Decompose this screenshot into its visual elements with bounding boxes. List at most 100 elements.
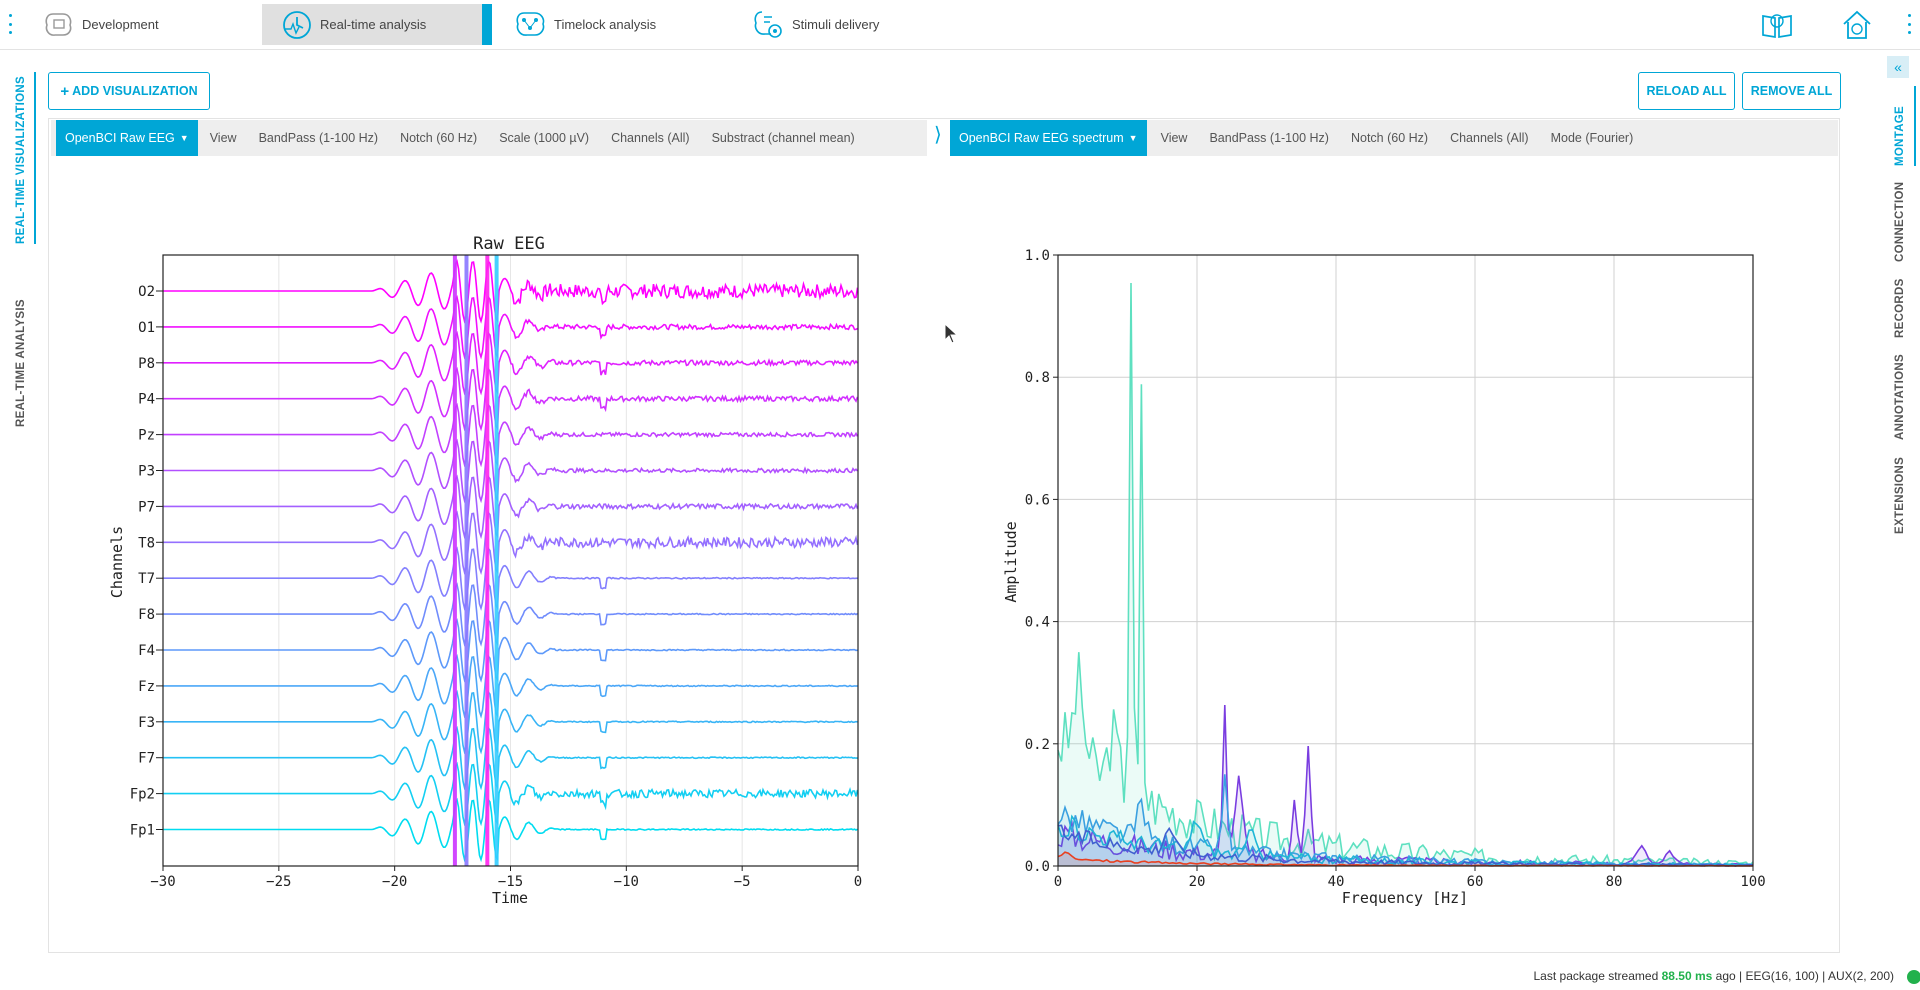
raw-eeg-chart-title: Raw EEG xyxy=(473,234,545,254)
spectrum-x-tick-label: 0 xyxy=(1054,874,1062,890)
spectrum-channels-menu[interactable]: Channels (All) xyxy=(1450,131,1529,145)
spectrum-area xyxy=(1058,283,1753,866)
tab-annotations[interactable]: ANNOTATIONS xyxy=(1894,354,1906,440)
status-suffix: ago | EEG(16, 100) | AUX(2, 200) xyxy=(1715,969,1894,983)
remove-all-button[interactable]: REMOVE ALL xyxy=(1742,72,1841,110)
left-menu-handle-icon[interactable] xyxy=(9,14,13,34)
channel-label: T7 xyxy=(138,571,155,587)
channel-label: O2 xyxy=(138,284,155,300)
connection-status-indicator xyxy=(1907,970,1920,984)
spectrum-trace xyxy=(1057,824,1754,867)
channel-label: F4 xyxy=(138,643,155,659)
raw-eeg-bandpass-menu[interactable]: BandPass (1-100 Hz) xyxy=(258,131,379,145)
eeg-trace xyxy=(163,510,859,576)
status-latency: 88.50 ms xyxy=(1661,969,1713,983)
home-icon[interactable] xyxy=(1840,8,1874,42)
channel-label: P8 xyxy=(138,356,155,372)
double-chevron-left-icon: « xyxy=(1894,59,1902,75)
development-icon xyxy=(42,8,76,42)
channel-label: Fp1 xyxy=(130,823,155,839)
tab-development[interactable]: Development xyxy=(20,4,250,45)
spectrum-mode-menu[interactable]: Mode (Fourier) xyxy=(1550,131,1634,145)
eeg-trace xyxy=(163,761,859,827)
eeg-trace xyxy=(163,582,858,647)
spectrum-trace xyxy=(1057,704,1754,867)
raw-eeg-x-tick-label: −20 xyxy=(382,874,407,890)
spectrum-y-axis-label: Amplitude xyxy=(1002,521,1020,602)
tab-timelock-analysis[interactable]: Timelock analysis xyxy=(492,4,732,45)
raw-eeg-x-tick-label: −30 xyxy=(150,874,175,890)
raw-eeg-notch-menu[interactable]: Notch (60 Hz) xyxy=(400,131,478,145)
spectrum-toolbar: OpenBCI Raw EEG spectrum ▼ View BandPass… xyxy=(950,120,1838,156)
spectrum-x-tick-label: 40 xyxy=(1328,874,1345,890)
eeg-trace xyxy=(163,402,859,468)
raw-eeg-x-tick-label: 0 xyxy=(854,874,862,890)
spectrum-source-label: OpenBCI Raw EEG spectrum xyxy=(959,131,1124,145)
mouse-cursor-icon xyxy=(944,323,959,344)
spectrum-y-tick-label: 0.2 xyxy=(1025,737,1050,753)
eeg-trace xyxy=(163,689,858,755)
eeg-trace xyxy=(163,474,859,540)
status-prefix: Last package streamed xyxy=(1533,969,1659,983)
channel-label: P3 xyxy=(138,464,155,480)
raw-eeg-source-select[interactable]: OpenBCI Raw EEG ▼ xyxy=(56,120,198,156)
visualizations-panel xyxy=(48,118,1840,953)
tab-real-time-analysis[interactable]: Real-time analysis xyxy=(262,4,482,45)
right-tab-active-indicator xyxy=(1914,86,1916,166)
documentation-icon[interactable] xyxy=(1760,8,1794,42)
channel-label: F7 xyxy=(138,751,155,767)
raw-eeg-channels-menu[interactable]: Channels (All) xyxy=(611,131,690,145)
tab-timelock-analysis-label: Timelock analysis xyxy=(554,17,657,32)
spectrum-notch-menu[interactable]: Notch (60 Hz) xyxy=(1350,131,1429,145)
raw-eeg-scale-menu[interactable]: Scale (1000 µV) xyxy=(499,131,590,145)
channel-label: Fp2 xyxy=(130,787,155,803)
spectrum-bandpass-menu[interactable]: BandPass (1-100 Hz) xyxy=(1209,131,1329,145)
eeg-spectrum-chart: Frequency [Hz] Amplitude 0 20 40 60 80 100 0.0… xyxy=(1002,248,1766,907)
channel-label: Pz xyxy=(138,428,155,444)
tab-extensions[interactable]: EXTENSIONS xyxy=(1894,456,1906,534)
real-time-analysis-icon xyxy=(280,8,314,42)
eeg-trace xyxy=(163,438,859,504)
spectrum-y-tick-label: 0.4 xyxy=(1025,615,1050,631)
panel-splitter-icon[interactable]: ⟩ xyxy=(934,124,942,146)
caret-down-icon: ▼ xyxy=(1128,133,1138,143)
channel-label: O1 xyxy=(138,320,155,336)
tab-records[interactable]: RECORDS xyxy=(1894,278,1906,338)
raw-eeg-view-menu[interactable]: View xyxy=(209,131,237,145)
eeg-trace xyxy=(163,725,858,791)
spectrum-x-tick-label: 20 xyxy=(1189,874,1206,890)
eeg-trace xyxy=(163,797,858,863)
reload-all-button[interactable]: RELOAD ALL xyxy=(1638,72,1735,110)
tab-montage[interactable]: MONTAGE xyxy=(1894,105,1906,166)
tab-stimuli-delivery[interactable]: Stimuli delivery xyxy=(732,4,952,45)
timelock-analysis-icon xyxy=(514,8,548,42)
tab-stimuli-delivery-label: Stimuli delivery xyxy=(792,17,880,32)
raw-eeg-chart: Raw EEG Time Channels O2 O1 P8 P4 Pz P3 P7 T8 T7… xyxy=(108,234,862,907)
spectrum-source-select[interactable]: OpenBCI Raw EEG spectrum ▼ xyxy=(950,120,1147,156)
spectrum-y-tick-label: 0.6 xyxy=(1025,492,1050,508)
active-tab-marker xyxy=(482,4,492,45)
raw-eeg-x-axis-label: Time xyxy=(492,889,528,907)
channel-label: P7 xyxy=(138,499,155,515)
raw-eeg-substract-menu[interactable]: Substract (channel mean) xyxy=(711,131,855,145)
left-sidebar: REAL-TIME VISUALIZATIONS REAL-TIME ANALY… xyxy=(0,50,38,960)
tab-development-label: Development xyxy=(82,17,159,32)
caret-down-icon: ▼ xyxy=(179,133,189,143)
raw-eeg-x-tick-label: −10 xyxy=(614,874,639,890)
add-visualization-button[interactable]: + ADD VISUALIZATION xyxy=(48,72,210,110)
spectrum-area xyxy=(1058,852,1753,866)
channel-label: T8 xyxy=(138,535,155,551)
eeg-trace xyxy=(163,366,859,432)
eeg-trace xyxy=(163,295,858,360)
right-menu-handle-icon[interactable] xyxy=(1908,14,1912,34)
channel-label: F8 xyxy=(138,607,155,623)
raw-eeg-y-axis-label: Channels xyxy=(108,526,126,598)
tab-connection[interactable]: CONNECTION xyxy=(1894,181,1906,262)
raw-eeg-x-tick-label: −5 xyxy=(734,874,751,890)
collapse-sidebar-button[interactable]: « xyxy=(1887,56,1909,78)
add-visualization-label: ADD VISUALIZATION xyxy=(72,84,198,98)
spectrum-x-axis-label: Frequency [Hz] xyxy=(1342,889,1468,907)
spectrum-view-menu[interactable]: View xyxy=(1160,131,1188,145)
status-text: Last package streamed 88.50 ms ago | EEG… xyxy=(1534,969,1895,983)
eeg-trace xyxy=(163,654,858,719)
